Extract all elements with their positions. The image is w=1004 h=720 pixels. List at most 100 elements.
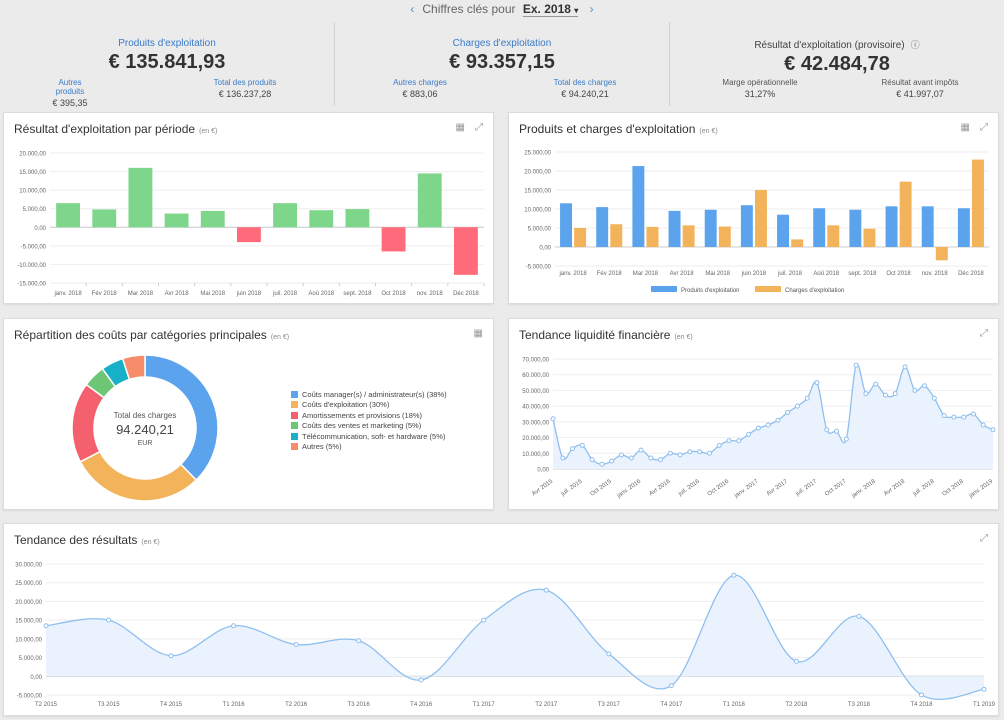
x-tick-label: janv. 2018	[53, 291, 82, 297]
expand-icon[interactable]: ⤢	[980, 328, 988, 339]
bar	[791, 239, 804, 247]
legend-item[interactable]: Amortissements et provisions (18%)	[291, 410, 447, 421]
data-point	[990, 427, 996, 433]
bar	[755, 190, 767, 247]
y-tick-label: 30.000,00	[522, 420, 549, 426]
y-tick-label: 20.000,00	[15, 600, 42, 606]
prev-period-button[interactable]: ‹	[410, 2, 415, 16]
data-point	[481, 617, 487, 623]
info-icon[interactable]: ⓘ	[910, 40, 920, 50]
y-tick-label: 60.000,00	[522, 373, 549, 379]
y-tick-label: 20.000,00	[19, 152, 46, 158]
kpi-sub-label: Résultat avant impôts	[881, 78, 959, 87]
card-toolbar: ▦ ⤢	[446, 122, 483, 133]
legend-item[interactable]: Télécommunication, soft- et hardware (5%…	[291, 431, 447, 442]
legend-item[interactable]: Coûts manager(s) / administrateur(s) (38…	[291, 389, 447, 400]
bar	[273, 203, 298, 228]
donut-center-value: 94.240,21	[116, 422, 174, 437]
chevron-down-icon[interactable]: ▾	[574, 6, 579, 15]
data-point	[550, 416, 556, 422]
data-point	[746, 431, 752, 437]
legend-swatch	[291, 422, 298, 430]
bar	[417, 173, 442, 228]
x-tick-label: Oct 2016	[707, 478, 731, 497]
card-title-text: Tendance liquidité financière	[519, 328, 671, 342]
data-point	[543, 587, 549, 593]
bar	[56, 203, 81, 228]
legend-swatch	[291, 443, 298, 451]
card-unit: (en €)	[199, 128, 218, 135]
kpi-sub-value: 31,27%	[744, 89, 776, 99]
year-dropdown[interactable]: Ex. 2018 ▾	[522, 2, 579, 17]
card-title-text: Produits et charges d'exploitation	[519, 122, 696, 136]
data-point	[606, 651, 612, 657]
legend-item[interactable]: Coûts des ventes et marketing (5%)	[291, 421, 447, 432]
data-point	[775, 417, 781, 423]
y-tick-label: 15.000,00	[15, 619, 42, 625]
data-point	[677, 452, 683, 458]
x-tick-label: juin 2018	[236, 291, 262, 297]
card-title-text: Résultat d'exploitation par période	[14, 122, 196, 136]
x-tick-label: T3 2015	[98, 702, 121, 708]
data-point	[961, 414, 967, 420]
next-period-button[interactable]: ›	[589, 2, 594, 16]
legend-label: Télécommunication, soft- et hardware (5%…	[302, 431, 446, 441]
card-repartition-couts: Répartition des coûts par catégories pri…	[3, 318, 494, 510]
y-tick-label: -5.000,00	[526, 265, 552, 271]
data-point	[599, 461, 605, 467]
card-title: Résultat d'exploitation par période (en €…	[14, 122, 217, 136]
bar	[92, 209, 117, 228]
pie-slice	[121, 354, 146, 381]
kpi-sub-label[interactable]: Autres produits	[55, 78, 85, 96]
x-tick-label: T4 2018	[910, 702, 933, 708]
x-tick-label: juil. 2017	[794, 478, 818, 498]
bar	[827, 225, 840, 247]
x-tick-label: juil. 2015	[560, 478, 584, 498]
kpi-sub-right: Résultat avant impôts € 41.997,07	[875, 78, 965, 99]
data-point	[912, 387, 918, 393]
card-produits-charges: Produits et charges d'exploitation (en €)…	[508, 112, 999, 304]
card-toolbar: ▦ ⤢	[951, 122, 988, 133]
bar	[921, 206, 934, 247]
bar	[668, 210, 681, 247]
bar	[777, 214, 789, 247]
bar	[813, 208, 826, 247]
bar	[863, 228, 876, 247]
y-tick-label: -10.000,00	[17, 263, 46, 269]
kpi-sub-left: Autres produits € 395,35	[50, 78, 90, 108]
data-point	[793, 658, 799, 664]
legend-label: Autres (5%)	[302, 442, 342, 452]
bar	[740, 205, 753, 247]
table-icon[interactable]: ▦	[473, 328, 483, 339]
expand-icon[interactable]: ⤢	[980, 533, 988, 544]
data-point	[658, 457, 664, 463]
table-icon[interactable]: ▦	[960, 122, 970, 133]
legend-item[interactable]: Autres (5%)	[291, 442, 447, 453]
expand-icon[interactable]: ⤢	[980, 122, 988, 133]
card-resultat-par-periode: Résultat d'exploitation par période (en €…	[3, 112, 494, 304]
y-tick-label: -5.000,00	[21, 244, 47, 250]
y-tick-label: 0,00	[30, 675, 42, 681]
kpi-sub-label[interactable]: Autres charges	[393, 78, 447, 87]
kpi-title[interactable]: Produits d'exploitation	[118, 38, 216, 49]
expand-icon[interactable]: ⤢	[475, 122, 483, 133]
legend-swatch	[291, 432, 298, 440]
data-point	[941, 413, 947, 419]
bar	[200, 210, 225, 228]
kpi-title[interactable]: Charges d'exploitation	[452, 38, 552, 49]
table-icon[interactable]: ▦	[455, 122, 465, 133]
x-tick-label: T1 2016	[223, 702, 246, 708]
x-tick-label: Oct 2015	[589, 478, 613, 497]
kpi-sub-label[interactable]: Total des produits	[213, 78, 277, 87]
pie-slice	[71, 383, 106, 463]
legend-item[interactable]: Coûts d'exploitation (30%)	[291, 400, 447, 411]
y-tick-label: 20.000,00	[524, 170, 551, 176]
bar	[849, 209, 862, 247]
data-point	[589, 457, 595, 463]
year-value[interactable]: Ex. 2018	[522, 2, 571, 16]
data-point	[667, 450, 673, 456]
data-point	[882, 392, 888, 398]
data-point	[726, 438, 732, 444]
kpi-sub-label[interactable]: Total des charges	[553, 78, 617, 87]
kpi-sub-left: Marge opérationnelle 31,27%	[715, 78, 805, 99]
